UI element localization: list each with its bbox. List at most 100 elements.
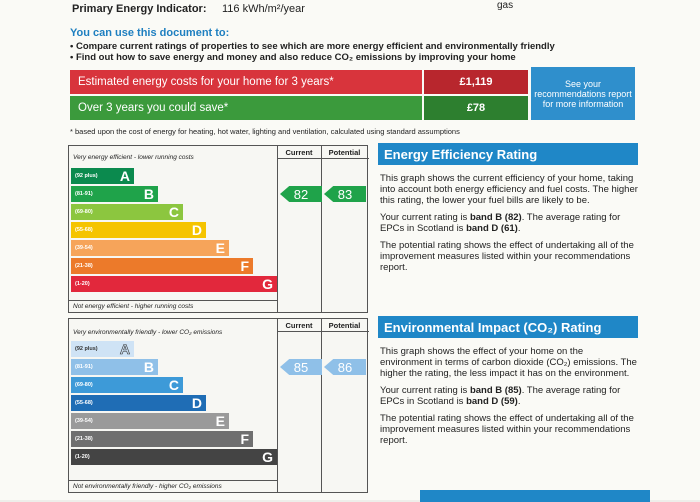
text-run: band B (82) xyxy=(469,212,522,223)
rating-band: (39-54) E xyxy=(71,240,229,256)
rating-band: (69-80) C xyxy=(71,204,183,220)
bullets: • Compare current ratings of properties … xyxy=(70,41,670,63)
band-letter: E xyxy=(215,240,225,256)
rating-band: (92 plus) A xyxy=(71,168,134,184)
panel-title: Energy Efficiency Rating xyxy=(378,143,638,165)
band-range: (92 plus) xyxy=(75,346,98,352)
top-label: Very environmentally friendly - lower CO… xyxy=(73,329,223,336)
paragraph: This graph shows the current efficiency … xyxy=(380,173,638,206)
bottom-label: Not energy efficient - higher running co… xyxy=(73,303,194,310)
bullet-text: Compare current ratings of properties to… xyxy=(75,41,555,52)
panel-title: Environmental Impact (CO₂) Rating xyxy=(378,316,638,338)
band-letter: F xyxy=(240,431,249,447)
rating-band: (92 plus) A xyxy=(71,341,134,357)
bullet: • Compare current ratings of properties … xyxy=(70,41,555,52)
rating-band: (81-91) B xyxy=(71,359,158,375)
band-letter: A xyxy=(119,168,130,184)
rating-chart: Current Potential Very energy efficient - … xyxy=(68,145,369,313)
rating-band: (39-54) E xyxy=(71,413,229,429)
rating-band: (1-20) G xyxy=(71,276,277,292)
band-range: (21-38) xyxy=(75,436,93,442)
top-label: Very energy efficient - lower running co… xyxy=(73,154,194,161)
paragraph: The potential rating shows the effect of… xyxy=(380,413,638,446)
rating-band: (69-80) C xyxy=(71,377,183,393)
band-letter: A xyxy=(119,341,131,358)
text-run: The potential rating shows the effect of… xyxy=(380,240,634,273)
band-range: (81-91) xyxy=(75,191,93,197)
header-line xyxy=(277,158,369,159)
rating-arrow: 86 xyxy=(324,359,366,375)
band-letter: B xyxy=(143,186,154,202)
band-letter: C xyxy=(168,377,179,393)
rating-arrow: 82 xyxy=(280,186,322,202)
band-range: (69-80) xyxy=(75,382,93,388)
band-range: (69-80) xyxy=(75,209,93,215)
band-letter: F xyxy=(240,258,249,274)
column-header: Potential xyxy=(328,148,361,157)
bullet: • Find out how to save energy and money … xyxy=(70,52,516,63)
rating-band: (81-91) B xyxy=(71,186,158,202)
text-run: Your current rating is xyxy=(380,212,470,223)
rating-arrow: 85 xyxy=(280,359,322,375)
column-header: Current xyxy=(285,321,313,330)
band-range: (92 plus) xyxy=(75,173,98,179)
cost-label: Over 3 years you could save* xyxy=(70,96,422,120)
rating-band: (1-20) G xyxy=(71,449,277,465)
band-range: (39-54) xyxy=(75,418,93,424)
pei-value: 116 kWh/m²/year xyxy=(222,3,305,15)
rating-arrow: 83 xyxy=(324,186,366,202)
cost-label: Estimated energy costs for your home for… xyxy=(70,70,422,94)
text-run: This graph shows the current efficiency … xyxy=(380,173,638,206)
column-header: Potential xyxy=(328,321,361,330)
paragraph: The potential rating shows the effect of… xyxy=(380,240,638,273)
header-line xyxy=(277,331,369,332)
text-run: band B (85) xyxy=(469,385,522,396)
info-panel: Environmental Impact (CO₂) Rating This gr… xyxy=(378,316,638,452)
text-run: . xyxy=(517,396,521,407)
panel-body: This graph shows the effect of your home… xyxy=(378,338,638,446)
pei-label: Primary Energy Indicator: xyxy=(72,3,207,15)
footnote: * based upon the cost of energy for heat… xyxy=(70,127,460,136)
panel-body: This graph shows the current efficiency … xyxy=(378,165,638,273)
bottom-line xyxy=(69,480,277,481)
rating-band: (55-68) D xyxy=(71,222,206,238)
text-run: band D (59) xyxy=(466,396,518,407)
band-letter: D xyxy=(191,395,202,411)
column-divider xyxy=(321,146,322,312)
band-range: (81-91) xyxy=(75,364,93,370)
text-run: . xyxy=(517,223,521,234)
band-range: (55-68) xyxy=(75,227,93,233)
column-divider xyxy=(277,319,278,492)
bottom-line xyxy=(69,300,277,301)
bottom-label: Not environmentally friendly - higher CO… xyxy=(73,483,222,490)
paragraph: Your current rating is band B (85). The … xyxy=(380,385,638,407)
info-panel: Energy Efficiency Rating This graph shows… xyxy=(378,143,638,279)
recommendations-note: See your recommendations report for more… xyxy=(531,67,635,120)
band-range: (39-54) xyxy=(75,245,93,251)
column-header: Current xyxy=(285,148,313,157)
column-divider xyxy=(321,319,322,492)
band-letter: G xyxy=(262,449,273,465)
rating-chart: Current Potential Very environmentally fri… xyxy=(68,318,369,493)
band-range: (21-38) xyxy=(75,263,93,269)
band-letter: E xyxy=(215,413,225,429)
paragraph: Your current rating is band B (82). The … xyxy=(380,212,638,234)
paragraph: This graph shows the effect of your home… xyxy=(380,346,638,379)
cost-value: £1,119 xyxy=(424,70,528,94)
fuel: gas xyxy=(497,0,514,11)
rating-band: (21-38) F xyxy=(71,258,253,274)
text-run: The potential rating shows the effect of… xyxy=(380,413,634,446)
rating-band: (55-68) D xyxy=(71,395,206,411)
text-run: . The average rating for EPCs in Scotlan… xyxy=(380,385,621,407)
band-letter: G xyxy=(262,276,273,292)
text-run: band D (61) xyxy=(466,223,518,234)
intro-title: You can use this document to: xyxy=(70,27,230,39)
column-divider xyxy=(277,146,278,312)
bullet-text: Find out how to save energy and money an… xyxy=(75,52,516,63)
band-letter: D xyxy=(191,222,202,238)
band-range: (1-20) xyxy=(75,281,90,287)
band-range: (1-20) xyxy=(75,454,90,460)
rating-band: (21-38) F xyxy=(71,431,253,447)
band-letter: C xyxy=(168,204,179,220)
